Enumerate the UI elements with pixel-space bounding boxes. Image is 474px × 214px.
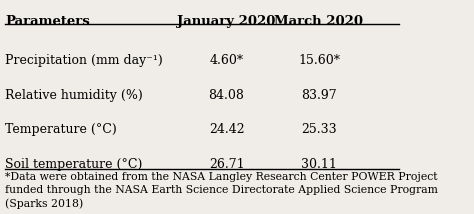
Text: 25.33: 25.33 [301, 123, 337, 137]
Text: Temperature (°C): Temperature (°C) [5, 123, 117, 137]
Text: 84.08: 84.08 [209, 89, 245, 102]
Text: Parameters: Parameters [5, 15, 90, 28]
Text: 15.60*: 15.60* [298, 54, 340, 67]
Text: 26.71: 26.71 [209, 158, 244, 171]
Text: 4.60*: 4.60* [210, 54, 244, 67]
Text: Soil temperature (°C): Soil temperature (°C) [5, 158, 143, 171]
Text: 83.97: 83.97 [301, 89, 337, 102]
Text: Precipitation (mm day⁻¹): Precipitation (mm day⁻¹) [5, 54, 163, 67]
Text: 30.11: 30.11 [301, 158, 337, 171]
Text: 24.42: 24.42 [209, 123, 244, 137]
Text: *Data were obtained from the NASA Langley Research Center POWER Project
funded t: *Data were obtained from the NASA Langle… [5, 172, 438, 209]
Text: March 2020: March 2020 [274, 15, 364, 28]
Text: January 2020: January 2020 [177, 15, 276, 28]
Text: Relative humidity (%): Relative humidity (%) [5, 89, 143, 102]
